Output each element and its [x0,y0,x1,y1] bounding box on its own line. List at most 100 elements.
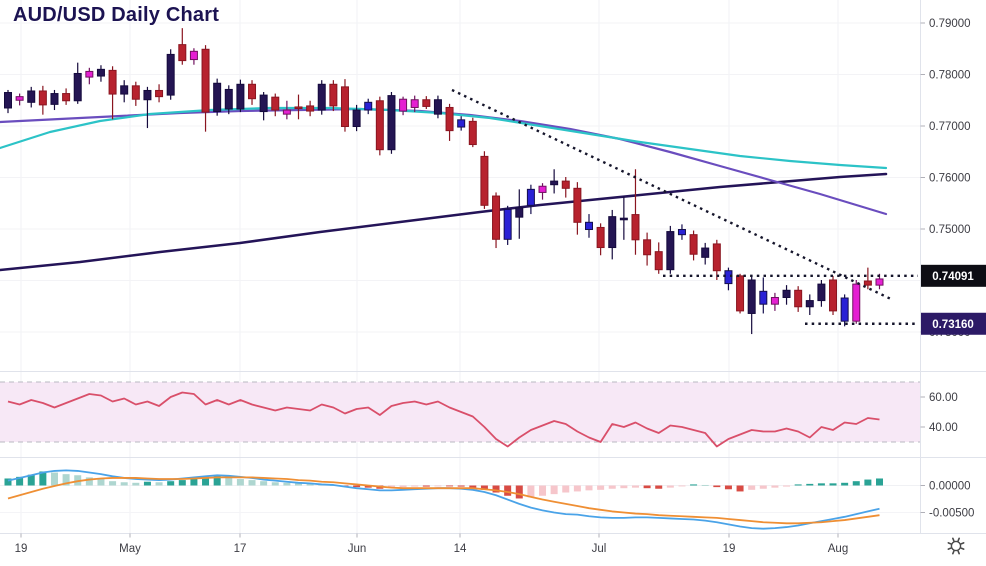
candle-body [561,180,570,189]
macd-histogram-bar [864,479,872,486]
macd-histogram-bar [620,485,628,489]
candle-body [399,98,408,112]
candle-body [178,44,187,62]
macd-tick-label[interactable]: -0.00500 [929,508,974,520]
candle-body [143,89,152,101]
settings-gear-icon[interactable] [947,537,965,555]
macd-histogram-bar [225,477,233,486]
candle-body [120,85,129,95]
macd-histogram-bar [701,484,709,486]
candle-body [73,72,82,102]
macd-histogram-bar [109,481,117,486]
candle-body [213,82,222,113]
candle-body [503,208,512,240]
candle-body [608,216,617,249]
candle-body [422,99,431,107]
price-flag[interactable] [921,312,986,335]
candle-body [340,86,349,128]
price-tick-label[interactable]: 0.75000 [929,224,971,236]
macd-histogram-bar [655,485,663,489]
macd-histogram-bar [213,475,221,486]
candle-body [770,296,779,305]
candle-body [27,90,36,103]
candle-body [201,48,210,113]
macd-histogram-bar [446,485,454,487]
candle-body [724,270,733,285]
candle-body [829,279,838,312]
ma-fast-cyan [0,106,888,170]
price-tick-label[interactable]: 0.78000 [929,70,971,82]
macd-histogram-bar [713,485,721,488]
trendline-dotted[interactable] [451,88,894,302]
candle-body [515,207,524,218]
candle-body [492,195,501,240]
x-axis-label[interactable]: May [119,543,141,555]
macd-histogram-bar [120,482,128,486]
candle-body [271,96,280,111]
candle-body [433,99,442,115]
macd-histogram-bar [527,485,535,498]
macd-histogram-bar [27,474,35,486]
candle-body [410,99,419,108]
macd-histogram-bar [236,479,244,486]
macd-histogram-bar [783,485,791,487]
macd-histogram-bar [364,485,372,488]
macd-histogram-bar [271,482,279,486]
macd-histogram-bar [16,476,24,486]
rsi-tick-label[interactable]: 60.00 [929,392,958,404]
macd-histogram-bar [85,477,93,486]
x-axis-label[interactable]: 19 [15,543,28,555]
macd-histogram-bar [539,485,547,496]
macd-histogram-bar [480,485,488,490]
candle-body [4,92,12,109]
price-flag[interactable] [921,264,986,287]
candle-body [701,247,710,258]
macd-histogram-bar [143,481,151,486]
macd-histogram-bar [155,482,163,486]
candle-body [457,119,466,128]
candle-body [306,105,315,112]
candle-body [573,187,582,223]
price-tick-label[interactable]: 0.79000 [929,18,971,30]
candle-body [445,106,454,132]
macd-signal-line [7,476,880,525]
x-axis-label[interactable]: 17 [234,543,247,555]
candle-body [387,95,396,151]
price-tick-label[interactable]: 0.76000 [929,173,971,185]
price-flag-label: 0.74091 [932,271,974,283]
candle-body [375,100,384,151]
macd-histogram-bar [283,482,291,486]
x-axis-label[interactable]: 14 [454,543,467,555]
macd-histogram-bar [608,485,616,489]
price-flag-label: 0.73160 [932,319,974,331]
price-tick-label[interactable]: 0.77000 [929,121,971,133]
macd-histogram-bar [178,480,186,486]
macd-histogram-bar [829,483,837,486]
macd-tick-label[interactable]: 0.00000 [929,481,971,493]
x-axis-label[interactable]: 19 [723,543,736,555]
macd-histogram-bar [504,485,512,496]
macd-histogram-bar [97,479,105,486]
macd-histogram-bar [387,485,395,488]
candle-body [85,70,94,78]
macd-histogram-bar [550,485,558,495]
macd-histogram-bar [353,485,361,488]
candle-body [619,217,628,221]
candle-body [352,109,361,128]
x-axis-label[interactable]: Aug [828,543,848,555]
candle-body [38,90,47,106]
macd-histogram-bar [690,484,698,486]
macd-histogram-bar [759,485,767,489]
x-axis-label[interactable]: Jul [592,543,607,555]
rsi-line [7,391,880,448]
macd-histogram-bar [666,485,674,488]
candle-body [782,289,791,298]
candle-body [852,283,861,322]
candle-body [689,234,698,255]
macd-line [7,469,880,530]
rsi-tick-label[interactable]: 40.00 [929,422,958,434]
macd-histogram-bar [248,480,256,486]
x-axis-label[interactable]: Jun [348,543,367,555]
candle-body [282,109,291,115]
